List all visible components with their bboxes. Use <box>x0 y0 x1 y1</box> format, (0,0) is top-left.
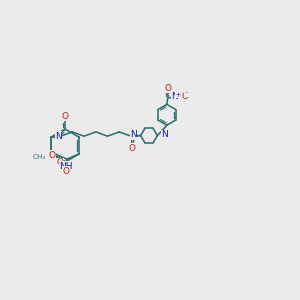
Text: N: N <box>171 92 178 101</box>
Text: O: O <box>129 144 136 153</box>
Text: N: N <box>130 130 137 140</box>
Text: CH₃: CH₃ <box>32 154 46 160</box>
Text: O: O <box>164 84 171 93</box>
Text: NH: NH <box>59 161 73 170</box>
Text: O: O <box>62 112 69 121</box>
Text: ⁻: ⁻ <box>185 91 189 97</box>
Text: N: N <box>161 130 168 140</box>
Text: +: + <box>175 92 181 98</box>
Text: O: O <box>181 92 188 101</box>
Text: O: O <box>57 158 64 167</box>
Text: O: O <box>62 167 69 176</box>
Text: O: O <box>48 151 55 160</box>
Text: N: N <box>55 132 62 141</box>
